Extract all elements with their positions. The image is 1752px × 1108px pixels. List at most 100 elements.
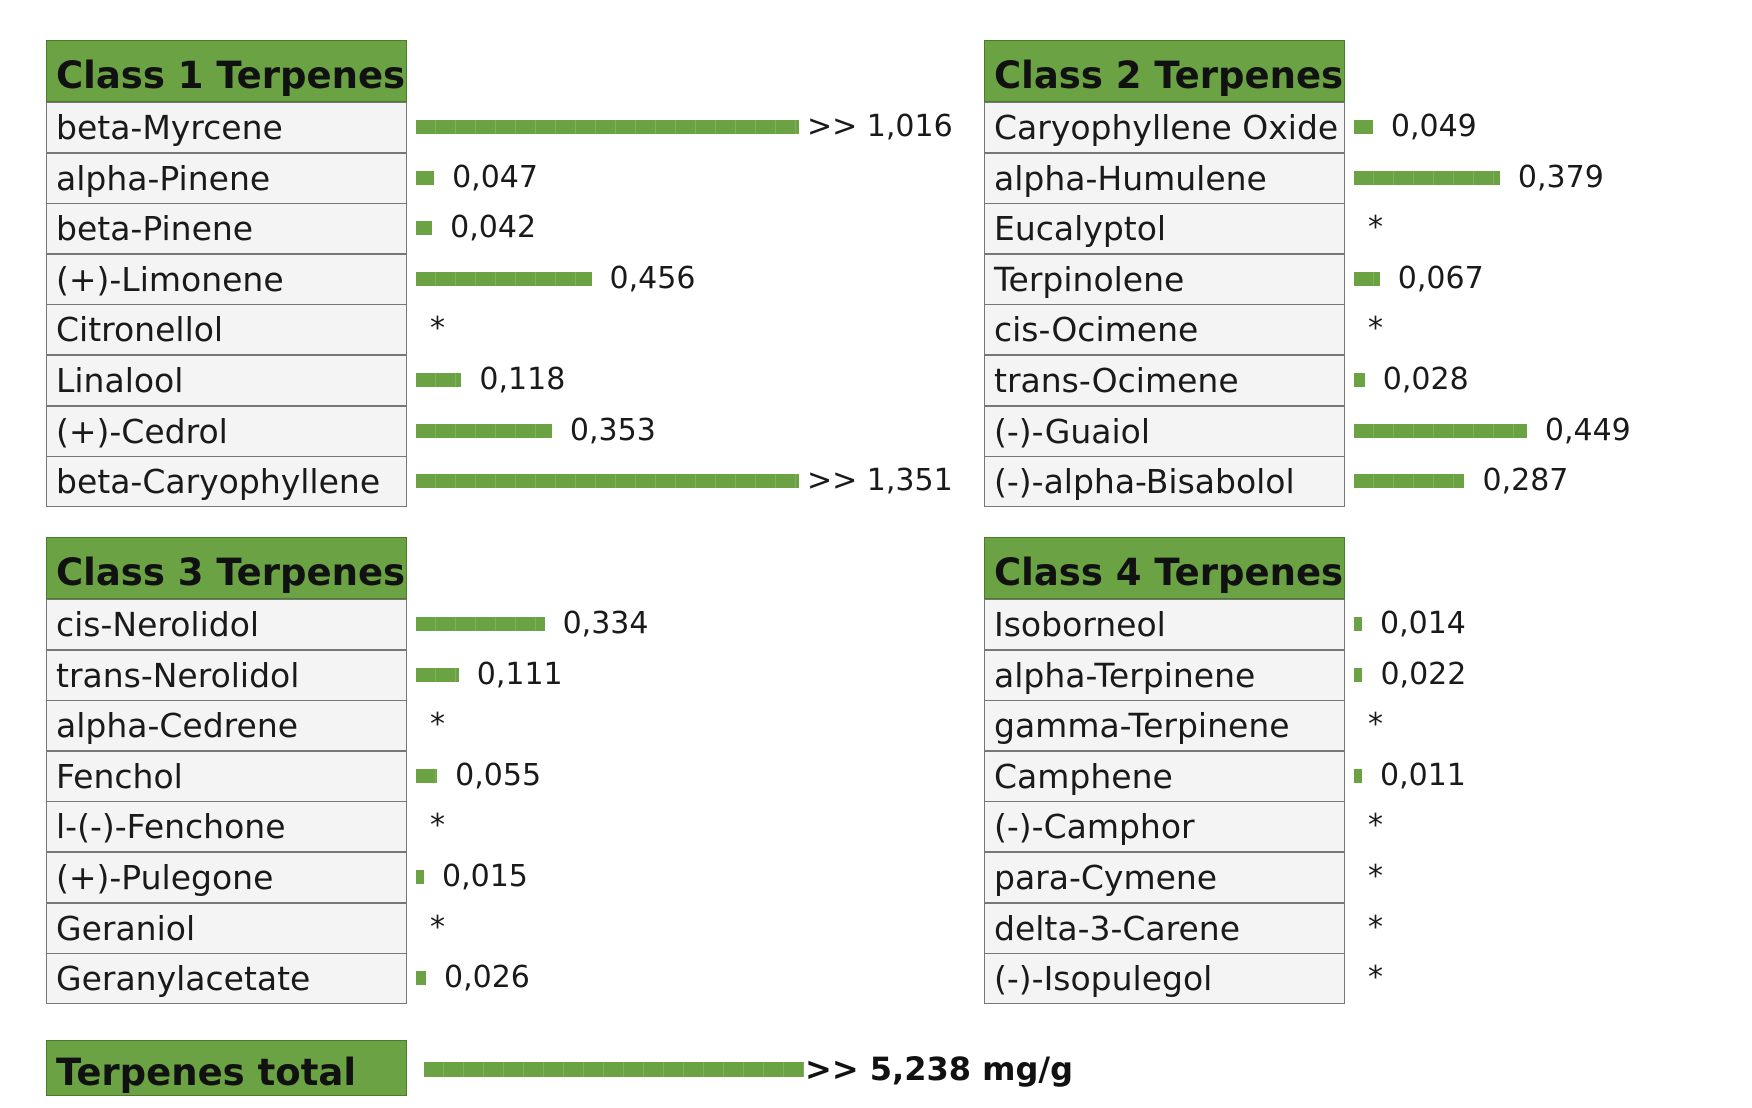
bar-row: para-Cymene *	[984, 852, 1752, 903]
bar-texture	[416, 667, 459, 682]
category-label: l-(-)-Fenchone	[46, 801, 407, 853]
panel-title: Class 2 Terpenes	[984, 40, 1345, 102]
data-label: 0,287	[1482, 463, 1569, 499]
bar-row: gamma-Terpinene *	[984, 700, 1752, 752]
bar-row: Caryophyllene Oxide 0,049	[984, 102, 1752, 153]
bar-row: Camphene 0,011	[984, 750, 1752, 802]
category-label: trans-Ocimene	[984, 355, 1345, 406]
data-label: *	[430, 707, 445, 743]
bar-row: l-(-)-Fenchone *	[46, 801, 946, 853]
data-label: 0,111	[476, 656, 563, 692]
category-label: beta-Caryophyllene	[46, 456, 407, 508]
data-label: 0,055	[455, 757, 542, 793]
category-label: para-Cymene	[984, 852, 1345, 903]
category-label: Terpinolene	[984, 253, 1345, 305]
bar-row: trans-Nerolidol 0,111	[46, 649, 946, 701]
bar	[416, 870, 424, 884]
data-label: 0,011	[1380, 757, 1466, 793]
bar-row: (-)-Guaiol 0,449	[984, 405, 1752, 457]
bar-row: Citronellol *	[46, 304, 946, 356]
data-label: *	[1368, 859, 1383, 894]
data-label: *	[1368, 960, 1383, 996]
bar-row: alpha-Cedrene *	[46, 700, 946, 752]
category-label: (+)-Cedrol	[46, 405, 407, 457]
category-label: (+)-Pulegone	[46, 852, 407, 903]
bar-texture	[1354, 170, 1500, 185]
data-label: 0,334	[562, 606, 649, 641]
bar-texture	[1354, 373, 1365, 387]
bar	[416, 474, 799, 489]
category-label: beta-Myrcene	[46, 102, 407, 153]
bar-row: alpha-Pinene 0,047	[46, 152, 946, 204]
bar-texture	[1354, 120, 1373, 134]
bar-row: beta-Myrcene >> 1,016	[46, 102, 953, 153]
data-label: 0,049	[1390, 109, 1477, 144]
bar-texture	[416, 170, 435, 185]
bar-row: (-)-alpha-Bisabolol 0,287	[984, 456, 1752, 508]
bar-row: (+)-Cedrol 0,353	[46, 405, 946, 457]
data-label: *	[430, 909, 445, 945]
category-label: Eucalyptol	[984, 203, 1345, 255]
category-label: Caryophyllene Oxide	[984, 102, 1345, 153]
bar	[1354, 271, 1380, 286]
bar-texture	[416, 971, 426, 986]
bar-row: beta-Pinene 0,042	[46, 203, 946, 255]
data-label: >> 1,016	[807, 109, 953, 144]
bar-row: Geranylacetate 0,026	[46, 953, 946, 1005]
category-label: Camphene	[984, 750, 1345, 802]
bar-texture	[416, 423, 552, 438]
category-label: alpha-Terpinene	[984, 649, 1345, 701]
bar-texture	[1354, 768, 1362, 783]
bar-row: cis-Ocimene *	[984, 304, 1752, 356]
bar	[416, 221, 433, 236]
bar-row: trans-Ocimene 0,028	[984, 355, 1752, 406]
data-label: 0,353	[569, 412, 656, 448]
bar	[1354, 423, 1527, 438]
category-label: beta-Pinene	[46, 203, 407, 255]
data-label: 0,022	[1380, 656, 1467, 692]
bar-row: (+)-Limonene 0,456	[46, 253, 946, 305]
category-label: (-)-Isopulegol	[984, 953, 1345, 1005]
bar-row: Geraniol *	[46, 902, 946, 954]
bar-texture	[416, 768, 438, 783]
category-label: alpha-Pinene	[46, 152, 407, 204]
total-bar	[424, 1062, 804, 1077]
data-label: *	[430, 808, 445, 844]
category-label: alpha-Humulene	[984, 152, 1345, 204]
category-label: Isoborneol	[984, 599, 1345, 650]
bar	[1354, 170, 1500, 185]
data-label: 0,047	[452, 159, 538, 195]
data-label: *	[1368, 909, 1383, 945]
panel-title: Class 1 Terpenes	[46, 40, 407, 102]
panel-title: Class 3 Terpenes	[46, 537, 407, 599]
category-label: (+)-Limonene	[46, 253, 407, 305]
bar-texture	[1354, 271, 1380, 286]
category-label: gamma-Terpinene	[984, 700, 1345, 752]
total-title: Terpenes total	[46, 1040, 407, 1096]
category-label: trans-Nerolidol	[46, 649, 407, 701]
bar-row: Terpinolene 0,067	[984, 253, 1752, 305]
category-label: Linalool	[46, 355, 407, 406]
bar-texture	[416, 271, 592, 286]
bar-texture	[1354, 474, 1465, 489]
bar	[416, 373, 462, 387]
category-label: delta-3-Carene	[984, 902, 1345, 954]
bar-texture	[416, 221, 433, 236]
category-label: alpha-Cedrene	[46, 700, 407, 752]
data-label: 0,028	[1382, 362, 1469, 397]
bar	[416, 617, 545, 631]
bar-row: (+)-Pulegone 0,015	[46, 852, 946, 903]
data-label: 0,449	[1544, 412, 1631, 448]
bar-texture	[416, 617, 545, 631]
category-label: (-)-alpha-Bisabolol	[984, 456, 1345, 508]
bar	[416, 667, 459, 682]
data-label: *	[1368, 808, 1383, 844]
data-label: 0,026	[444, 960, 530, 996]
bar	[1354, 120, 1373, 134]
data-label: 0,042	[450, 210, 537, 246]
data-label: >> 1,351	[807, 463, 953, 499]
data-label: 0,118	[479, 362, 566, 397]
bar-row: beta-Caryophyllene >> 1,351	[46, 456, 953, 508]
bar-texture	[424, 1062, 804, 1077]
data-label: 0,015	[442, 859, 528, 894]
